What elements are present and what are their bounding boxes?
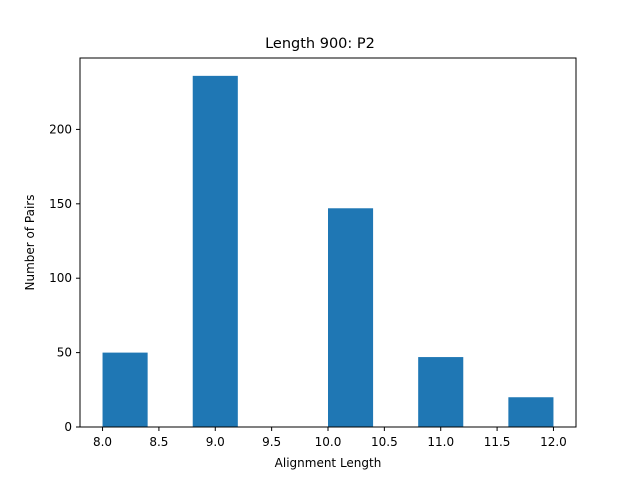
x-tick-label: 10.5 [371, 435, 398, 449]
x-tick-label: 8.5 [149, 435, 168, 449]
bars-group [102, 75, 554, 428]
x-tick-label: 9.5 [262, 435, 281, 449]
x-tick-label: 11.0 [427, 435, 454, 449]
x-tick-label: 9.0 [206, 435, 225, 449]
y-tick-label: 50 [57, 346, 72, 360]
histogram-bar-9 [508, 397, 554, 427]
x-tick-label: 10.0 [315, 435, 342, 449]
x-tick-label: 11.5 [484, 435, 511, 449]
histogram-bar-2 [192, 75, 238, 428]
y-axis-label: Number of Pairs [23, 195, 37, 291]
y-tick-label: 200 [49, 122, 72, 136]
histogram-bar-7 [418, 357, 464, 427]
x-axis-ticks: 8.0 8.5 9.0 9.5 10.0 10.5 11.0 11.5 12.0 [93, 427, 567, 449]
y-axis-ticks: 0 50 100 150 200 [49, 122, 80, 434]
chart-title: Length 900: P2 [265, 36, 375, 52]
x-axis-label: Alignment Length [275, 456, 382, 470]
y-tick-label: 0 [64, 420, 72, 434]
y-tick-label: 100 [49, 271, 72, 285]
y-tick-label: 150 [49, 197, 72, 211]
x-tick-label: 12.0 [540, 435, 567, 449]
x-tick-label: 8.0 [93, 435, 112, 449]
histogram-bar-0 [102, 352, 148, 427]
plot-frame [79, 57, 577, 428]
histogram-bar-5 [328, 208, 374, 427]
